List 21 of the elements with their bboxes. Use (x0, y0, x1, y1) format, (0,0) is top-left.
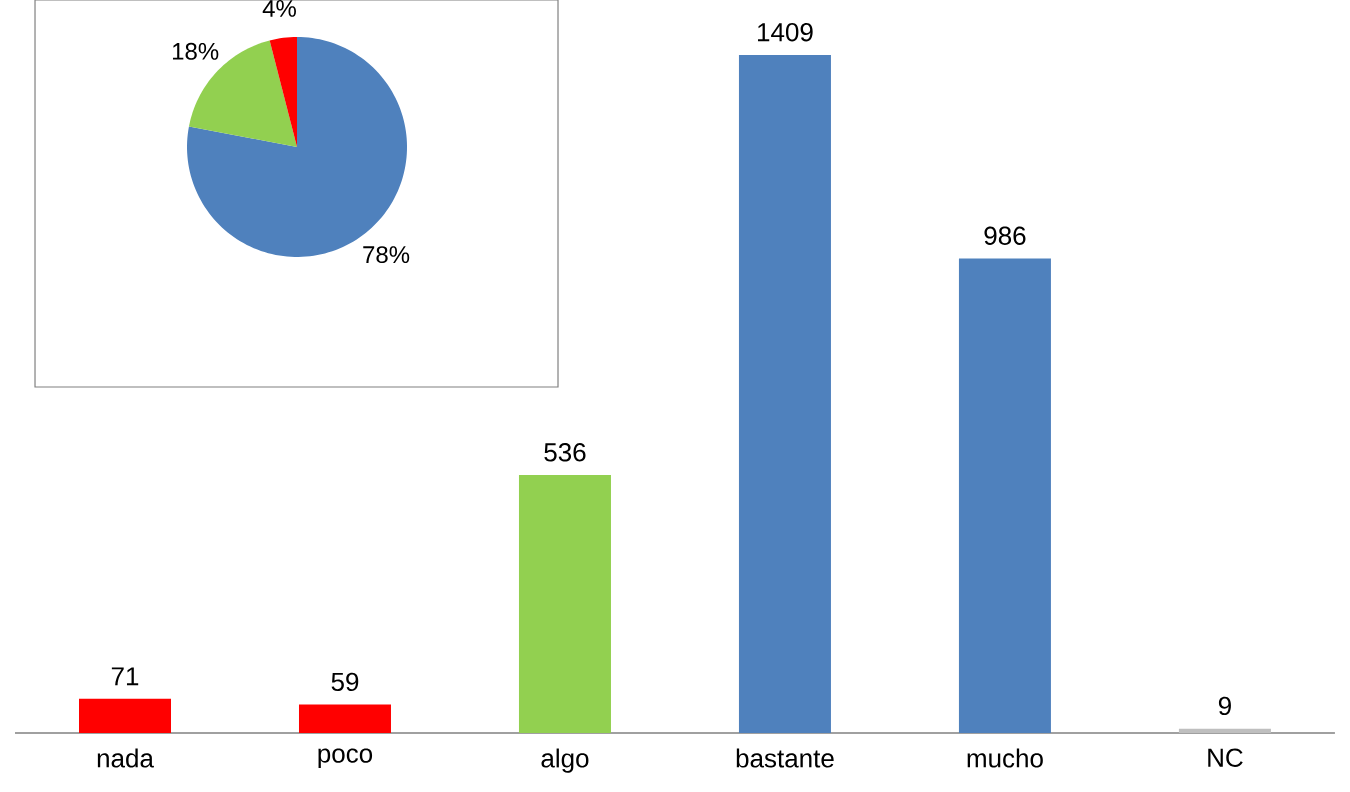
bar (79, 698, 171, 733)
data-label: 71 (111, 667, 139, 686)
data-label: 59 (331, 672, 359, 692)
data-label: 4% (262, 0, 296, 17)
data-label: 18% (172, 42, 219, 60)
x-tick-label: algo (541, 748, 589, 773)
data-label: 78% (363, 246, 410, 264)
x-tick-label: NC (1208, 748, 1243, 767)
bar (1178, 728, 1271, 733)
bar (298, 704, 391, 733)
x-tick-label: mucho (967, 748, 1043, 768)
bar (518, 475, 611, 733)
data-label: 536 (544, 443, 586, 462)
bar (738, 54, 831, 733)
bar (958, 258, 1051, 733)
data-label: 986 (984, 226, 1026, 245)
data-label: 9 (1218, 696, 1231, 716)
data-label: 1409 (758, 22, 813, 42)
x-tick-label: bastante (736, 748, 834, 768)
x-tick-label: poco (318, 748, 373, 768)
x-tick-label: nada (97, 748, 154, 768)
